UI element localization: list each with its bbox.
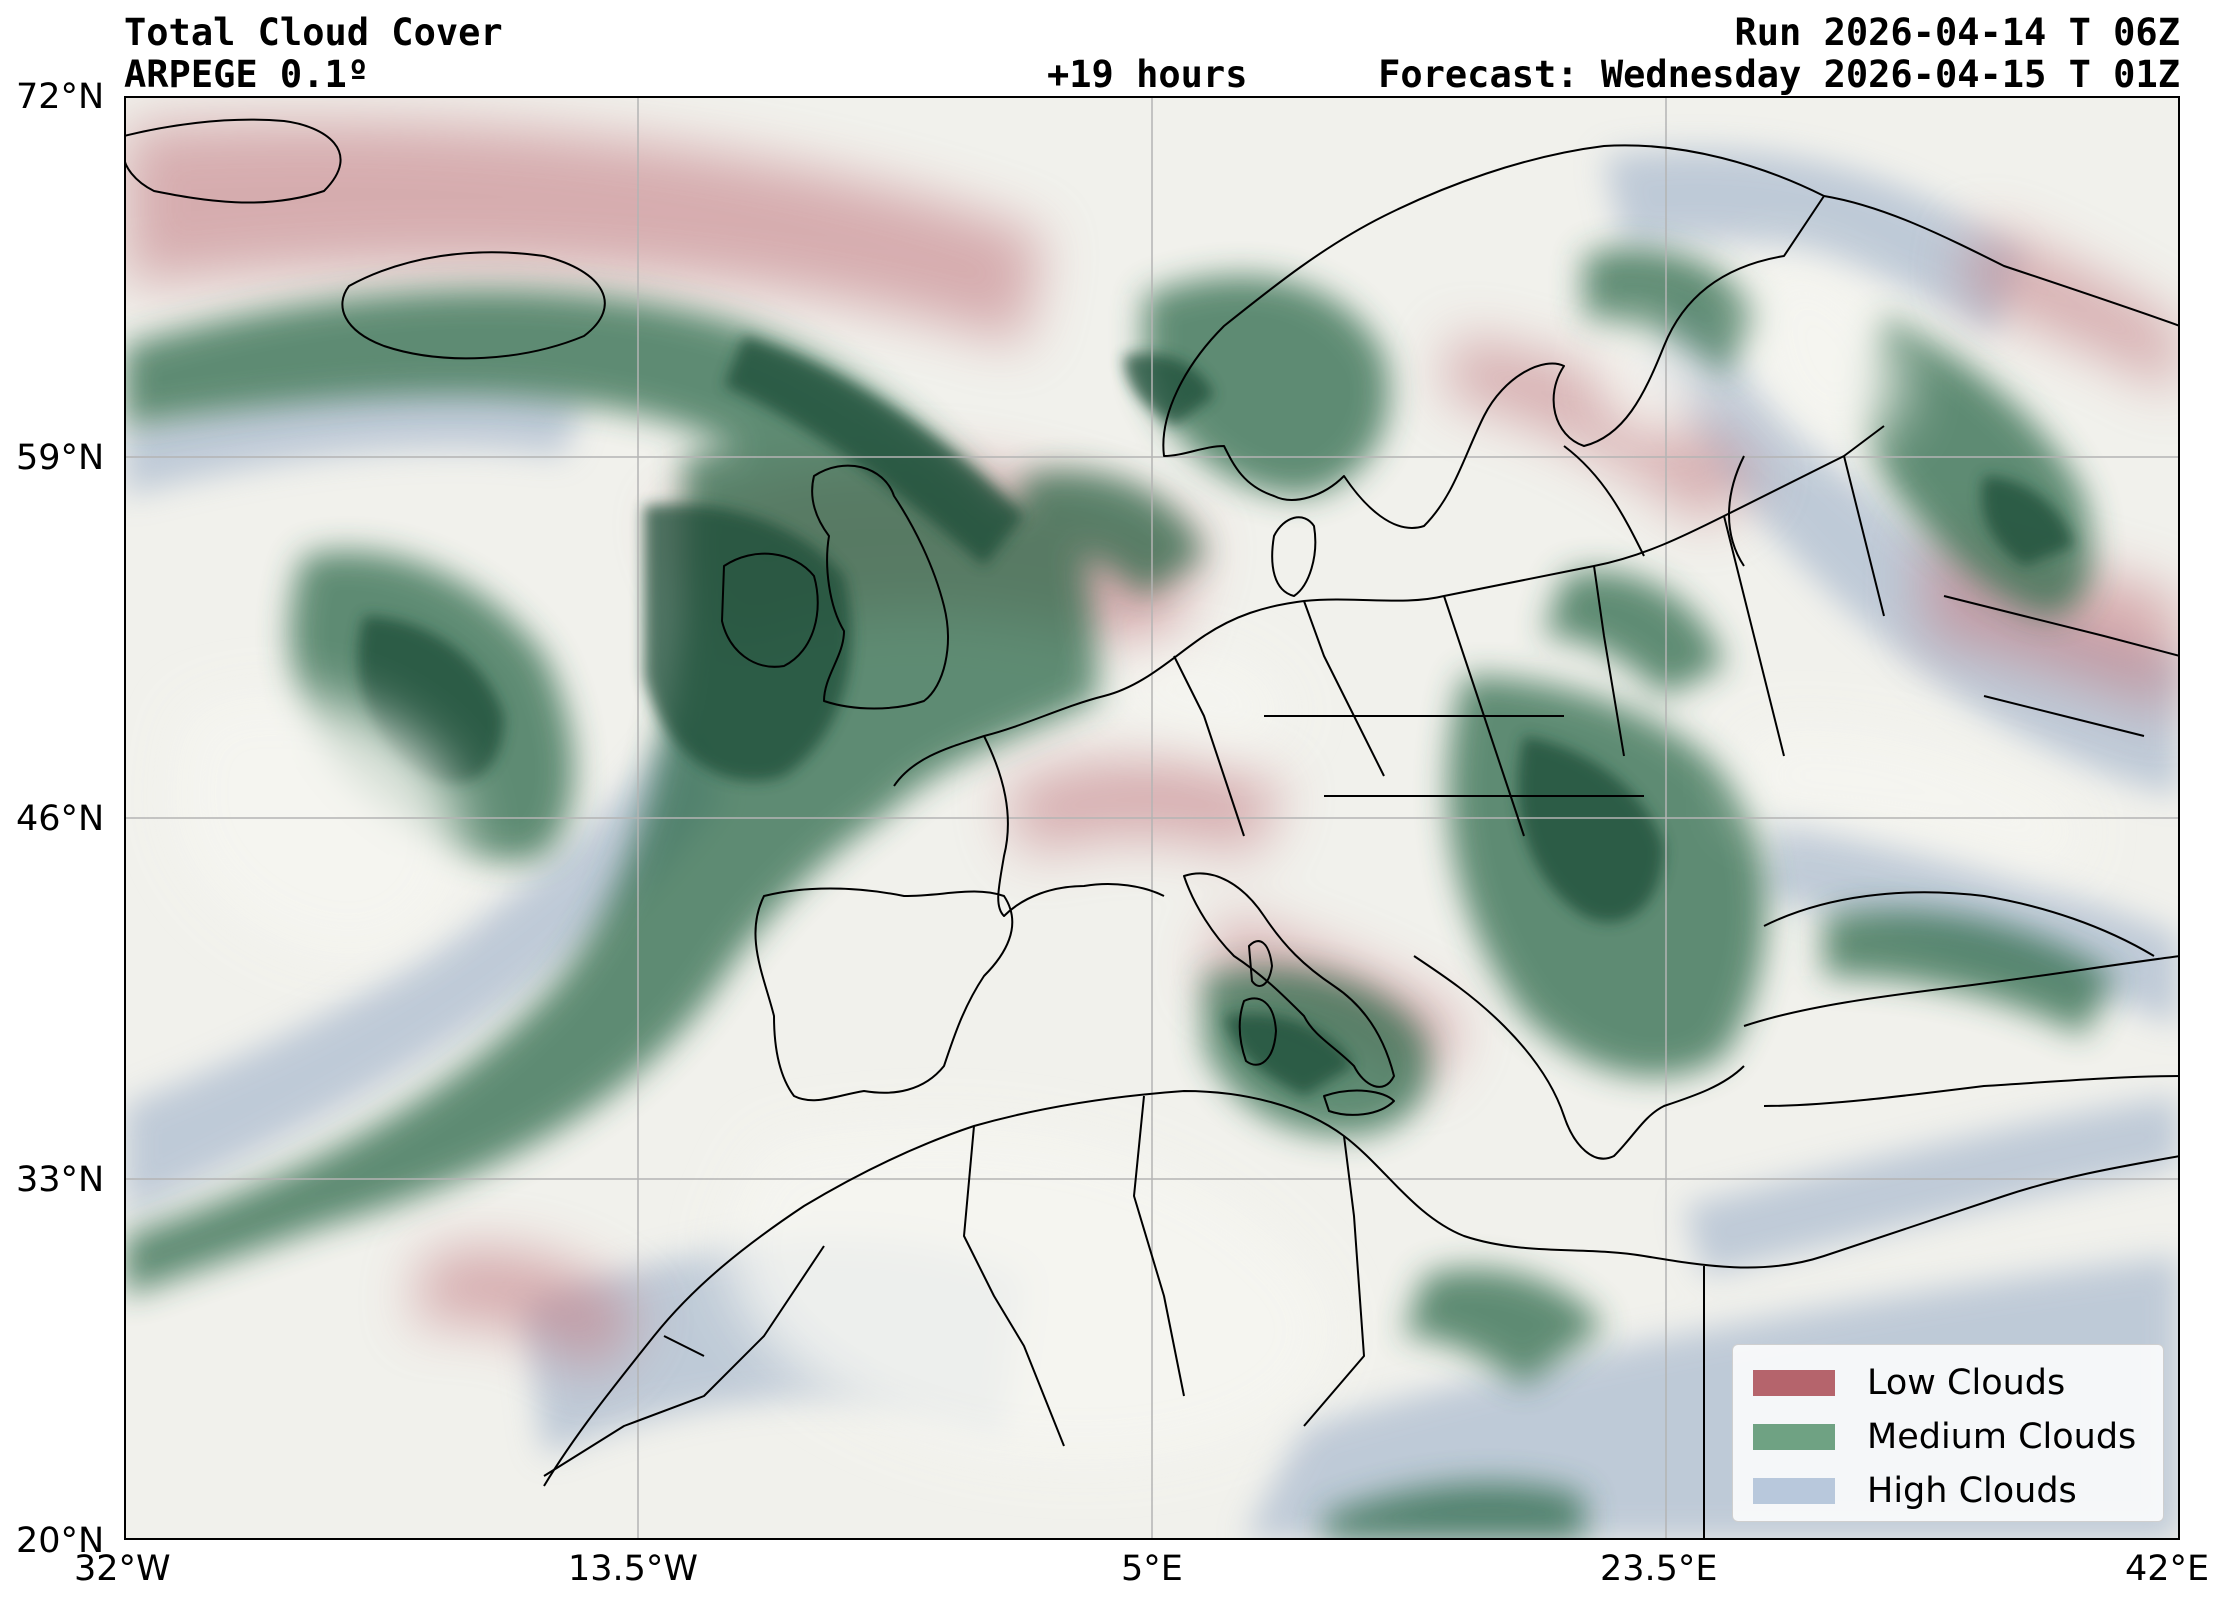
lat-tick-label: 46°N (16, 799, 105, 839)
europe-coast (893, 425, 1885, 787)
sardinia-coast (1238, 997, 1277, 1066)
map-title: Total Cloud Cover (124, 11, 503, 54)
turkey-south-coast (1763, 1075, 2180, 1107)
legend-item-medium: Medium Clouds (1753, 1417, 2136, 1457)
model-label: ARPEGE 0.1º (124, 53, 370, 96)
lat-tick-label: 72°N (16, 77, 105, 117)
turkey-coast (1743, 955, 2180, 1027)
forecast-label: Forecast: Wednesday 2026-04-15 T 01Z (1378, 53, 2180, 96)
corsica-coast (1248, 940, 1273, 987)
legend-label-low: Low Clouds (1867, 1363, 2066, 1403)
lon-tick-label: 13.5°W (568, 1549, 699, 1589)
black-sea-coast (1763, 891, 2155, 957)
legend-swatch-low (1753, 1370, 1835, 1396)
iceland-coast (341, 251, 606, 360)
cloud-cover-map (124, 96, 2180, 1540)
map-legend: Low Clouds Medium Clouds High Clouds (1732, 1344, 2164, 1522)
iberia-coast (754, 887, 1014, 1102)
legend-item-high: High Clouds (1753, 1471, 2077, 1511)
medium-cloud-cores (357, 336, 2074, 1096)
run-label: Run 2026-04-14 T 06Z (1734, 11, 2180, 54)
legend-swatch-medium (1753, 1424, 1835, 1450)
lead-time-label: +19 hours (1047, 53, 1248, 96)
scandinavia-coast (1162, 144, 1825, 529)
france-coast (983, 735, 1165, 917)
north-africa-coast (543, 1090, 2180, 1487)
kola-coast (1823, 195, 2180, 327)
europe-borders (1173, 455, 2180, 837)
legend-item-low: Low Clouds (1753, 1363, 2065, 1403)
lat-tick-label: 33°N (16, 1160, 105, 1200)
sicily-coast (1323, 1089, 1395, 1116)
baltic-coast (1563, 445, 1745, 567)
balkans-coast (1413, 955, 1745, 1160)
greenland-coast (124, 118, 342, 204)
legend-swatch-high (1753, 1478, 1835, 1504)
africa-borders (543, 1095, 1705, 1540)
italy-coast (1183, 872, 1395, 1088)
map-canvas (124, 96, 2180, 1540)
legend-label-high: High Clouds (1867, 1471, 2077, 1511)
legend-label-medium: Medium Clouds (1867, 1417, 2137, 1457)
lon-tick-label: 23.5°E (1600, 1549, 1718, 1589)
great-britain-coast (811, 464, 949, 710)
lat-tick-label: 20°N (16, 1521, 105, 1561)
lon-tick-label: 5°E (1121, 1549, 1183, 1589)
lon-tick-label: 32°W (74, 1549, 171, 1589)
coastlines-and-borders (124, 118, 2180, 1540)
grid-lines (124, 96, 2180, 1540)
ireland-coast (721, 552, 819, 668)
lat-tick-label: 59°N (16, 438, 105, 478)
lon-tick-label: 42°E (2125, 1549, 2210, 1589)
denmark-coast (1271, 516, 1317, 597)
